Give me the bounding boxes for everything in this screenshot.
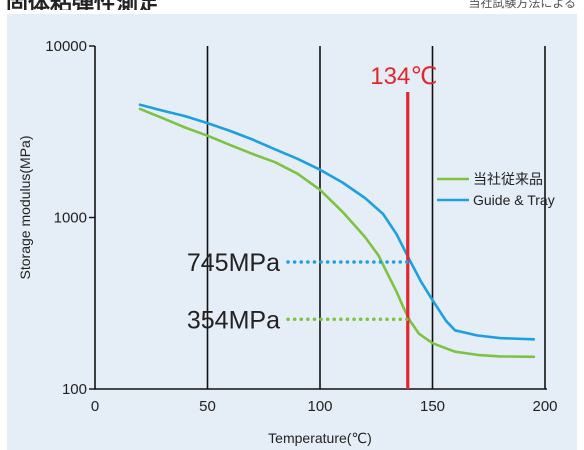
legend-entry: Guide & Tray: [473, 192, 555, 208]
header-title: 固体粘弾性測定: [6, 0, 160, 10]
series-line-guide-tray: [138, 103, 536, 341]
y-tick-label: 1000: [54, 210, 87, 227]
x-tick-label: 0: [91, 398, 99, 415]
x-tick-label: 50: [199, 398, 216, 415]
x-tick-label: 200: [532, 398, 557, 415]
y-axis-label: Storage modulus(MPa): [17, 136, 33, 280]
x-tick-label: 150: [420, 398, 445, 415]
chart-panel: [7, 14, 577, 450]
temperature-marker-label: 134℃: [370, 63, 437, 90]
series-line-conventional: [138, 107, 536, 359]
y-tick-label: 10000: [45, 38, 87, 55]
level-label: 745MPa: [187, 249, 280, 277]
x-axis-label: Temperature(℃): [268, 430, 372, 446]
header-note: 当社試験方法による: [468, 0, 576, 10]
legend-entry: 当社従来品: [473, 171, 543, 187]
y-tick-label: 100: [62, 381, 87, 398]
level-label: 354MPa: [187, 306, 280, 334]
header-strip: 固体粘弾性測定 当社試験方法による: [0, 0, 584, 10]
x-tick-label: 100: [307, 398, 332, 415]
